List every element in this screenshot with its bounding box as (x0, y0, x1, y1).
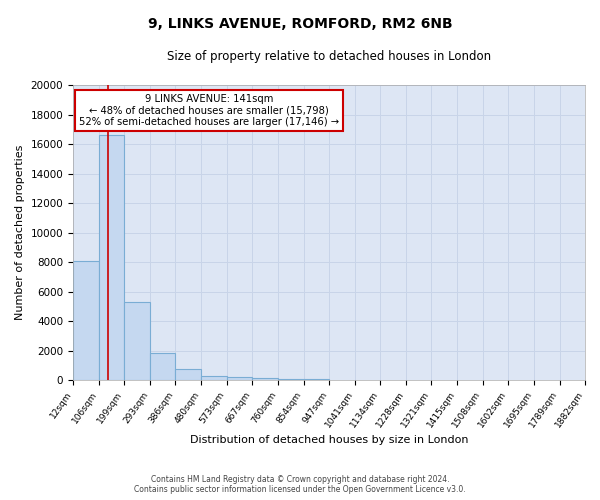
Bar (99, 135, 124, 380)
Bar (150, 354, 175, 380)
Bar (304, 379, 329, 380)
Bar (227, 377, 253, 380)
Text: Contains HM Land Registry data © Crown copyright and database right 2024.
Contai: Contains HM Land Registry data © Crown c… (134, 474, 466, 494)
X-axis label: Distribution of detached houses by size in London: Distribution of detached houses by size … (190, 435, 468, 445)
Bar (278, 378, 304, 380)
Y-axis label: Number of detached properties: Number of detached properties (15, 145, 25, 320)
Text: 9, LINKS AVENUE, ROMFORD, RM2 6NB: 9, LINKS AVENUE, ROMFORD, RM2 6NB (148, 18, 452, 32)
Bar (73, 260, 99, 380)
Bar (253, 378, 278, 380)
Bar (124, 302, 150, 380)
Text: 9 LINKS AVENUE: 141sqm
← 48% of detached houses are smaller (15,798)
52% of semi: 9 LINKS AVENUE: 141sqm ← 48% of detached… (79, 94, 339, 127)
Bar (201, 376, 227, 380)
Title: Size of property relative to detached houses in London: Size of property relative to detached ho… (167, 50, 491, 63)
Bar (175, 369, 201, 380)
